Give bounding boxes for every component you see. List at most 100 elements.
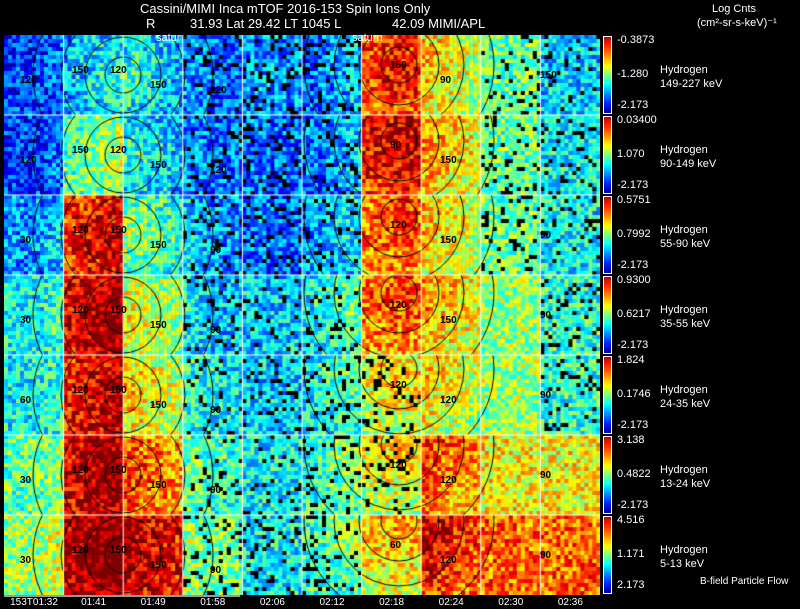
units-label: (cm²-sr-s-keV)⁻¹ [697,17,777,29]
contour-label: 150 [440,155,457,166]
time-tick-label: 02:18 [379,597,405,608]
contour-label: 30 [20,235,32,246]
row-label: Hydrogen 24-35 keV [660,383,710,411]
contour-label: 120 [210,85,227,96]
subtitle-position: 31.93 Lat 29.42 LT 1045 L [190,16,342,31]
contour-label: 120 [20,155,37,166]
contour-label: 120 [390,380,407,391]
contour-label: 120 [390,460,407,471]
colorbar-max-label: 3.138 [617,434,645,446]
contour-label: 150 [110,385,127,396]
time-range-bar [4,595,240,597]
row-label: Hydrogen 90-149 keV [660,143,716,171]
subtitle-l-value: 42.09 MIMI/APL [392,16,486,31]
time-tick-label: 02:24 [438,597,464,608]
contour-label: 120 [72,305,89,316]
row-label: Hydrogen 55-90 keV [660,223,710,251]
contour-label: 30 [20,475,32,486]
colorbar [603,276,612,354]
heatmap-grid [4,35,600,595]
colorbar-min-label: -2.173 [617,259,649,271]
contour-label: 90 [540,230,552,241]
contour-label: 150 [440,235,457,246]
contour-label: 120 [110,145,127,156]
contour-label: 120 [210,165,227,176]
contour-label: 150 [150,80,167,91]
colorbar-mid-label: 1.171 [617,548,645,560]
energy-label: 24-35 keV [660,398,711,410]
contour-label: 90 [210,485,222,496]
colorbar-min-label: -2.173 [617,179,649,191]
contour-label: 150 [110,545,127,556]
contour-label: 150 [72,145,89,156]
time-tick-label: 02:36 [557,597,583,608]
species-label: Hydrogen [660,384,708,396]
row-label: Hydrogen 5-13 keV [660,543,708,571]
colorbar-mid-label: 0.1746 [617,388,651,400]
contour-label: 90 [210,325,222,336]
colorbar [603,436,612,514]
contour-label: 120 [440,555,457,566]
energy-label: 55-90 keV [660,238,711,250]
contour-label: 60 [20,395,32,406]
energy-label: 5-13 keV [660,558,705,570]
colorbar-max-label: 1.824 [617,354,645,366]
contour-label: 90 [210,565,222,576]
colorbar-min-label: -2.173 [617,339,649,351]
species-label: Hydrogen [660,144,708,156]
contour-label: 30 [20,315,32,326]
colorbar [603,36,612,114]
plot-title: Cassini/MIMI Inca mTOF 2016-153 Spin Ion… [140,1,431,16]
species-label: Hydrogen [660,64,708,76]
time-tick-label: 02:30 [498,597,524,608]
row-label: Hydrogen 35-55 keV [660,303,710,331]
time-tick-label: 01:58 [200,597,226,608]
energy-label: 149-227 keV [660,78,723,90]
contour-label: 60 [390,540,402,551]
contour-label: 120 [390,300,407,311]
contour-label: 150 [150,160,167,171]
contour-label: 90 [210,405,222,416]
time-tick-label: 01:49 [140,597,166,608]
contour-label: 150 [150,320,167,331]
contour-label: 150 [150,560,167,571]
contour-label: 150 [110,465,127,476]
contour-label: 150 [110,305,127,316]
energy-label: 90-149 keV [660,158,717,170]
contour-label: 120 [110,65,127,76]
colorbar-max-label: 0.03400 [617,114,657,126]
contour-label: 90 [540,550,552,561]
colorbar [603,196,612,274]
colorbar-max-label: -0.3873 [617,34,655,46]
colorbar-mid-label: -1.280 [617,68,649,80]
colorbar-min-label: -2.173 [617,99,649,111]
contour-label: 150 [110,225,127,236]
row-label: Hydrogen 149-227 keV [660,63,722,91]
time-tick-label: 01:41 [81,597,107,608]
colorbar [603,516,612,594]
colorbar-max-label: 4.516 [617,514,645,526]
contour-label: 120 [440,475,457,486]
contour-label: 150 [72,65,89,76]
colorbar [603,116,612,194]
contour-label: 150 [150,400,167,411]
contour-label: 90 [540,390,552,401]
contour-label: 150 [440,315,457,326]
contour-label: 90 [440,75,452,86]
colorbar [603,356,612,434]
colorbar-mid-label: 1.070 [617,148,645,160]
contour-label: 120 [72,225,89,236]
contour-label: 90 [390,140,402,151]
species-label: Hydrogen [660,464,708,476]
time-tick-label: 153T01:32 [10,597,58,608]
colorbar-max-label: 0.5751 [617,194,651,206]
species-label: Hydrogen [660,224,708,236]
contour-label: 150 [390,60,407,71]
subtitle-r: R [146,16,156,31]
contour-label: 90 [540,310,552,321]
contour-label: 30 [20,555,32,566]
contour-label: 150 [150,480,167,491]
colorbar-mid-label: 0.4822 [617,468,651,480]
colorbar-min-label: 2.173 [617,579,645,591]
contour-label: 120 [440,395,457,406]
